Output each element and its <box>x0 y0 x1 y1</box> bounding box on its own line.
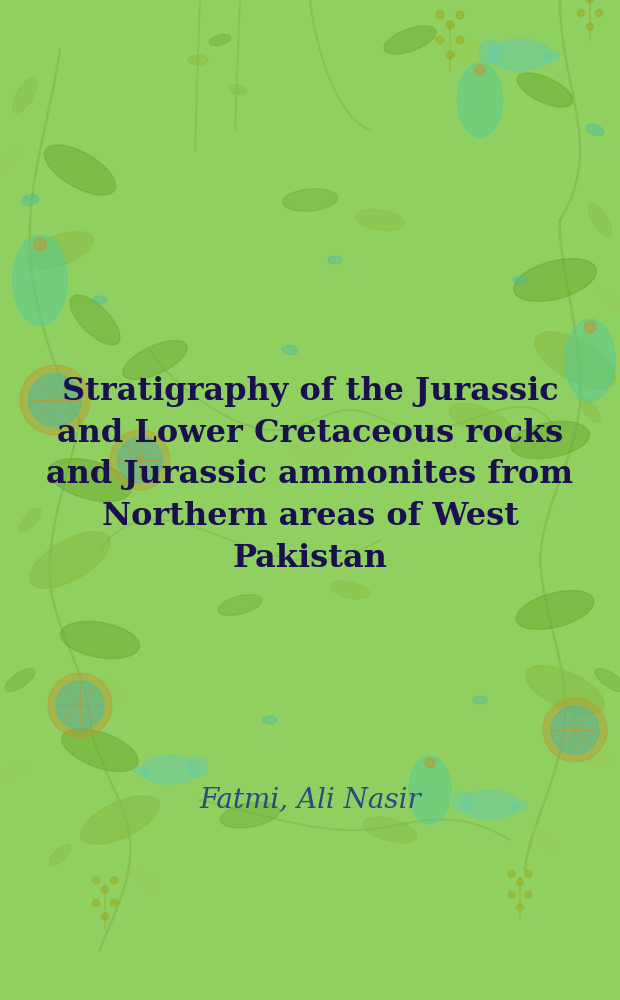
Circle shape <box>587 0 593 3</box>
Ellipse shape <box>328 256 342 264</box>
Ellipse shape <box>1 762 29 778</box>
Circle shape <box>595 9 603 17</box>
Ellipse shape <box>458 62 502 137</box>
Ellipse shape <box>131 870 159 890</box>
Ellipse shape <box>0 148 24 172</box>
Ellipse shape <box>30 532 110 588</box>
Circle shape <box>516 904 523 911</box>
Ellipse shape <box>282 345 298 355</box>
Circle shape <box>92 899 100 907</box>
Ellipse shape <box>188 55 208 65</box>
Ellipse shape <box>513 259 596 301</box>
Ellipse shape <box>13 77 37 113</box>
Circle shape <box>516 879 523 886</box>
Ellipse shape <box>595 668 620 692</box>
Ellipse shape <box>93 296 107 304</box>
Ellipse shape <box>443 39 487 61</box>
Ellipse shape <box>543 52 560 62</box>
Ellipse shape <box>363 817 417 843</box>
Ellipse shape <box>101 678 129 702</box>
Ellipse shape <box>48 459 131 501</box>
Circle shape <box>29 374 81 426</box>
Circle shape <box>92 877 100 884</box>
Ellipse shape <box>283 189 337 211</box>
Text: Stratigraphy of the Jurassic
and Lower Cretaceous rocks
and Jurassic ammonites f: Stratigraphy of the Jurassic and Lower C… <box>46 376 574 574</box>
Circle shape <box>577 9 585 17</box>
Ellipse shape <box>210 34 231 46</box>
Circle shape <box>48 673 112 737</box>
Ellipse shape <box>526 666 604 714</box>
Circle shape <box>110 430 170 490</box>
Circle shape <box>118 438 162 483</box>
Ellipse shape <box>220 802 280 828</box>
Circle shape <box>436 36 444 44</box>
Circle shape <box>102 913 108 920</box>
Ellipse shape <box>21 195 39 205</box>
Circle shape <box>551 706 599 754</box>
Ellipse shape <box>44 145 116 195</box>
Ellipse shape <box>49 844 71 866</box>
Circle shape <box>56 681 104 729</box>
Circle shape <box>102 886 108 893</box>
Ellipse shape <box>19 508 41 532</box>
Ellipse shape <box>141 756 199 784</box>
Circle shape <box>525 870 532 877</box>
Circle shape <box>110 899 118 907</box>
Circle shape <box>20 365 90 435</box>
Circle shape <box>508 870 515 877</box>
Ellipse shape <box>123 341 187 379</box>
Ellipse shape <box>535 332 615 388</box>
Circle shape <box>446 51 454 59</box>
Circle shape <box>456 11 464 19</box>
Circle shape <box>425 758 435 768</box>
Ellipse shape <box>70 295 120 345</box>
Ellipse shape <box>290 438 350 462</box>
Ellipse shape <box>61 621 140 659</box>
Ellipse shape <box>587 124 604 136</box>
Ellipse shape <box>511 802 526 811</box>
Ellipse shape <box>588 203 611 237</box>
Ellipse shape <box>510 421 590 459</box>
Ellipse shape <box>565 319 615 401</box>
Circle shape <box>436 11 444 19</box>
Ellipse shape <box>409 756 451 824</box>
Ellipse shape <box>579 398 601 422</box>
Ellipse shape <box>489 39 552 71</box>
Ellipse shape <box>81 796 159 844</box>
Ellipse shape <box>461 791 519 819</box>
Ellipse shape <box>5 668 35 692</box>
Ellipse shape <box>27 232 93 268</box>
Circle shape <box>453 792 473 812</box>
Circle shape <box>187 757 208 777</box>
Ellipse shape <box>449 403 511 437</box>
Ellipse shape <box>597 289 620 311</box>
Ellipse shape <box>263 716 277 724</box>
Ellipse shape <box>516 591 594 629</box>
Ellipse shape <box>517 73 573 107</box>
Circle shape <box>474 65 485 75</box>
Ellipse shape <box>513 276 527 284</box>
Ellipse shape <box>586 752 614 768</box>
Circle shape <box>525 891 532 898</box>
Ellipse shape <box>229 85 247 95</box>
Circle shape <box>446 21 454 29</box>
Circle shape <box>110 877 118 884</box>
Ellipse shape <box>133 767 149 776</box>
Circle shape <box>584 321 596 333</box>
Circle shape <box>479 40 502 63</box>
Ellipse shape <box>355 210 405 230</box>
Ellipse shape <box>330 581 370 599</box>
Circle shape <box>456 36 464 44</box>
Circle shape <box>543 698 607 762</box>
Ellipse shape <box>533 829 557 851</box>
Text: Fatmi, Ali Nasir: Fatmi, Ali Nasir <box>199 786 421 814</box>
Ellipse shape <box>384 26 436 54</box>
Ellipse shape <box>62 729 138 771</box>
Ellipse shape <box>12 235 68 325</box>
Circle shape <box>508 891 515 898</box>
Ellipse shape <box>473 696 487 704</box>
Circle shape <box>587 23 593 30</box>
Circle shape <box>33 237 46 251</box>
Ellipse shape <box>218 595 262 615</box>
